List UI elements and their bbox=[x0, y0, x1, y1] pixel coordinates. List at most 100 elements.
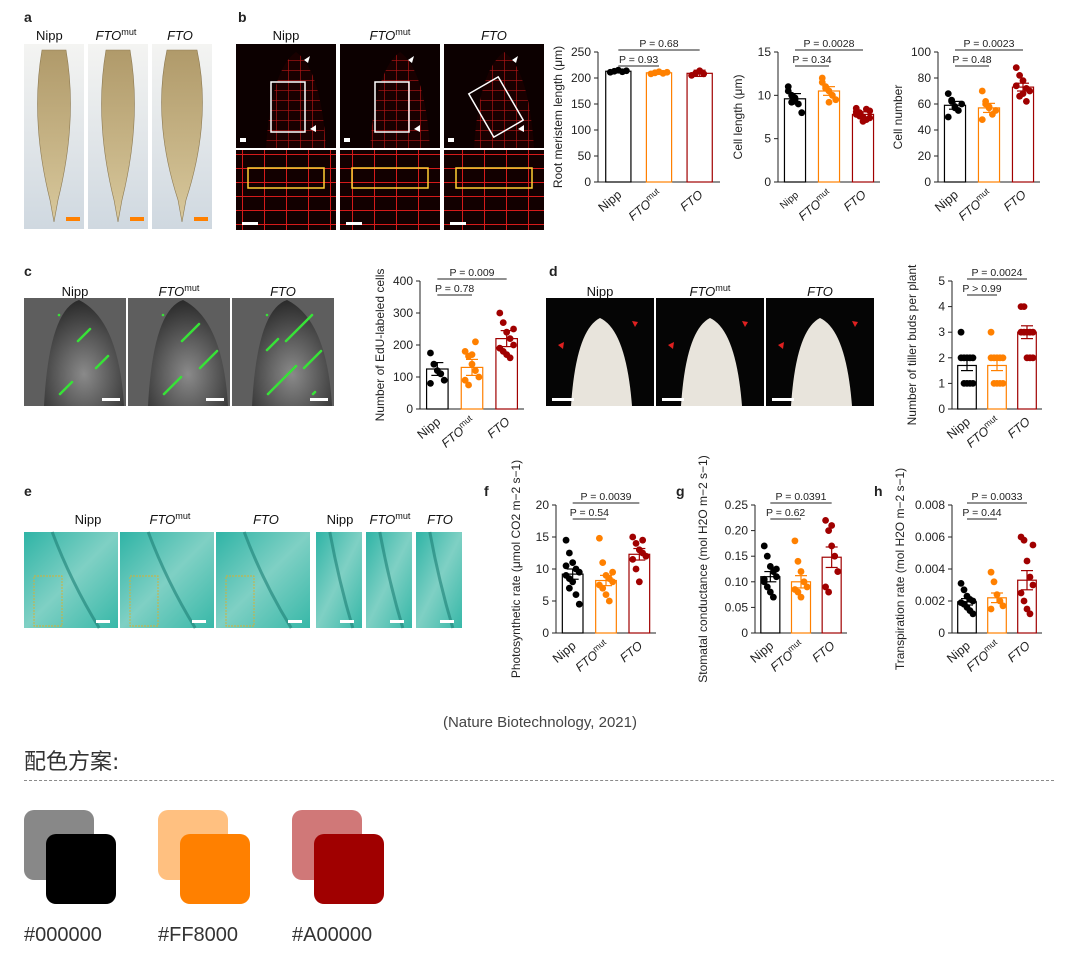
image-label-e: FTOmut bbox=[150, 511, 191, 527]
data-point bbox=[948, 96, 956, 104]
x-tick-label: Nipp bbox=[932, 188, 961, 215]
data-point bbox=[822, 583, 829, 591]
data-point bbox=[629, 556, 637, 563]
y-axis-label: Root meristem length (μm) bbox=[551, 46, 565, 188]
data-point bbox=[629, 533, 637, 541]
y-tick-label: 250 bbox=[571, 45, 591, 59]
data-point bbox=[427, 349, 434, 357]
p-value-label: P = 0.44 bbox=[962, 507, 1001, 519]
data-point bbox=[766, 588, 774, 596]
data-point bbox=[969, 610, 977, 618]
data-point bbox=[969, 354, 977, 362]
y-tick-label: 50 bbox=[578, 149, 592, 163]
y-tick-label: 5 bbox=[938, 274, 945, 288]
data-point bbox=[990, 578, 998, 586]
data-point bbox=[960, 586, 968, 594]
p-value-label: P = 0.54 bbox=[570, 507, 609, 519]
root-tip-shape bbox=[266, 52, 326, 148]
cell-outline bbox=[247, 167, 325, 189]
scale-bar bbox=[130, 217, 144, 221]
data-point bbox=[999, 380, 1007, 387]
data-point bbox=[1020, 328, 1028, 336]
data-point bbox=[575, 568, 583, 576]
y-tick-label: 0 bbox=[584, 175, 591, 189]
panel-letter-e: e bbox=[24, 483, 32, 499]
data-point bbox=[828, 542, 836, 550]
image-label-d: FTOmut bbox=[690, 283, 731, 299]
data-point bbox=[1026, 610, 1034, 618]
data-point bbox=[763, 583, 771, 591]
x-tick-label: FTOmut bbox=[962, 413, 1003, 451]
x-tick-label: FTOmut bbox=[437, 413, 478, 451]
y-tick-label: 200 bbox=[393, 338, 413, 352]
scale-bar bbox=[346, 222, 362, 225]
data-point bbox=[440, 376, 448, 384]
y-tick-label: 150 bbox=[571, 97, 591, 111]
scale-bar bbox=[66, 217, 80, 221]
image-label-e: FTO bbox=[427, 512, 453, 527]
image-label-c: Nipp bbox=[62, 284, 89, 299]
data-point bbox=[825, 527, 833, 534]
arrowhead-icon bbox=[414, 125, 420, 132]
cell-image bbox=[340, 150, 440, 230]
root-shape bbox=[37, 49, 71, 223]
x-tick-label: Nipp bbox=[596, 188, 625, 215]
y-axis-label: Number of EdU-labeled cells bbox=[373, 269, 387, 422]
arrowhead-icon bbox=[304, 56, 310, 63]
data-point bbox=[832, 96, 840, 104]
data-point bbox=[569, 559, 577, 566]
y-tick-label: 0 bbox=[938, 402, 945, 416]
y-tick-label: 15 bbox=[758, 45, 772, 59]
p-value-label: P > 0.99 bbox=[962, 283, 1001, 295]
y-tick-label: 0 bbox=[542, 626, 549, 640]
data-point bbox=[794, 557, 802, 565]
data-point bbox=[856, 110, 864, 117]
bar bbox=[628, 553, 651, 634]
data-point bbox=[1016, 72, 1024, 79]
scale-bar bbox=[450, 222, 466, 225]
tiller-base-shape bbox=[681, 318, 742, 406]
image-label-a: Nipp bbox=[36, 28, 63, 43]
y-axis-label: Stomatal conductance (mol H2O m−2 s−1) bbox=[696, 455, 710, 682]
data-point bbox=[969, 597, 977, 605]
scale-bar bbox=[448, 138, 454, 142]
y-tick-label: 300 bbox=[393, 306, 413, 320]
histology-image bbox=[120, 532, 214, 628]
scale-bar bbox=[552, 398, 574, 401]
image-label-b: Nipp bbox=[273, 28, 300, 43]
image-label-c: FTO bbox=[270, 284, 296, 299]
data-point bbox=[475, 373, 483, 381]
data-point bbox=[999, 602, 1007, 610]
scale-bar bbox=[242, 222, 258, 225]
data-point bbox=[623, 67, 630, 75]
data-point bbox=[1022, 98, 1030, 105]
data-point bbox=[503, 328, 511, 336]
tissue-fold bbox=[428, 531, 455, 629]
data-point bbox=[1020, 597, 1028, 605]
data-point bbox=[797, 593, 805, 601]
scale-bar bbox=[440, 620, 454, 623]
data-point bbox=[1012, 64, 1020, 71]
data-point bbox=[825, 98, 833, 106]
data-point bbox=[822, 85, 830, 92]
data-point bbox=[1029, 541, 1037, 549]
dashed-divider bbox=[24, 780, 1054, 781]
edu-cell-dot bbox=[319, 349, 323, 353]
y-tick-label: 40 bbox=[918, 123, 932, 137]
y-tick-label: 0 bbox=[938, 626, 945, 640]
panel-letter-c: c bbox=[24, 263, 32, 279]
tissue-fold bbox=[328, 531, 355, 629]
scale-bar bbox=[194, 217, 208, 221]
panel-letter-h: h bbox=[874, 483, 883, 499]
data-point bbox=[978, 87, 986, 95]
y-tick-label: 0.20 bbox=[725, 524, 749, 538]
arrowhead-icon bbox=[512, 56, 518, 63]
data-point bbox=[700, 70, 708, 78]
data-point bbox=[472, 367, 479, 374]
data-point bbox=[818, 78, 826, 86]
edu-cell-dot bbox=[294, 364, 298, 368]
edu-cell-dot bbox=[197, 322, 201, 326]
panel-letter-f: f bbox=[484, 483, 489, 499]
